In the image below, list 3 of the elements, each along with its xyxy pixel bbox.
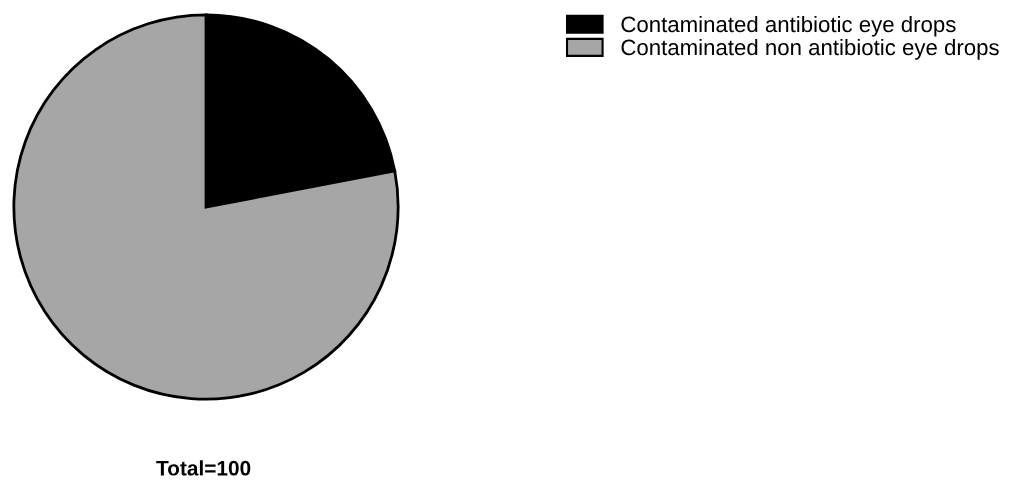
legend-label: Contaminated antibiotic eye drops: [621, 15, 956, 37]
legend-label: Contaminated non antibiotic eye drops: [621, 38, 999, 60]
text: Total=100: [156, 460, 251, 476]
